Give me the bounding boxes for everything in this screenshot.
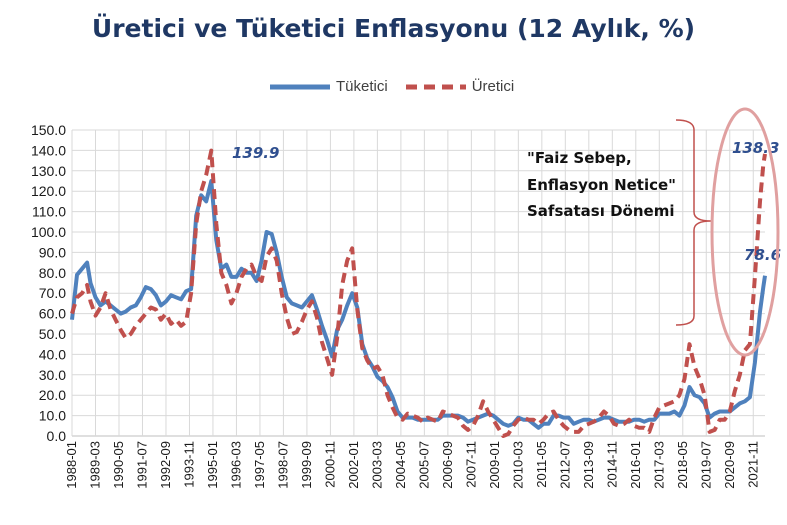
y-tick-label: 10.0 (39, 408, 66, 424)
x-tick-label: 2012-07 (557, 441, 572, 489)
y-tick-label: 110.0 (32, 204, 66, 220)
x-tick-label: 1993-11 (181, 441, 196, 488)
y-tick-label: 40.0 (39, 346, 66, 362)
legend-swatch-consumer (270, 84, 330, 89)
y-tick-label: 130.0 (31, 163, 66, 179)
x-tick-label: 1989-03 (87, 441, 102, 489)
y-tick-label: 100.0 (31, 224, 66, 240)
x-tick-label: 2018-05 (675, 441, 690, 489)
x-tick-label: 2003-03 (369, 441, 384, 489)
x-tick-label: 2019-07 (698, 441, 713, 489)
x-tick-label: 2007-11 (463, 441, 478, 488)
y-tick-label: 150.0 (31, 122, 66, 138)
y-tick-label: 140.0 (31, 142, 66, 158)
x-tick-label: 1990-05 (111, 441, 126, 489)
x-tick-label: 2011-05 (534, 441, 549, 488)
y-tick-label: 20.0 (39, 387, 66, 403)
y-tick-label: 30.0 (39, 367, 66, 383)
x-tick-label: 1995-01 (205, 441, 220, 489)
highlight-circle (710, 107, 780, 357)
y-tick-label: 50.0 (39, 326, 66, 342)
series-line-producer (70, 148, 767, 438)
annotation-consumer-latest: 78.6 (744, 246, 781, 264)
x-axis-ticks: 1988-01 1989-03 1990-05 1991-07 1992-09 1993-… (64, 441, 760, 489)
x-tick-label: 2013-09 (581, 441, 596, 489)
x-tick-label: 1998-07 (275, 441, 290, 489)
chart-legend: Tüketici Üretici (270, 78, 514, 95)
series-lines (70, 148, 767, 438)
x-tick-label: 2010-03 (510, 441, 525, 489)
annotations: 139.9 138.3 78.6 "Faiz Sebep, Enflasyon … (232, 107, 781, 357)
x-tick-label: 1991-07 (134, 441, 149, 489)
x-tick-label: 2017-03 (651, 441, 666, 489)
note-line-3: Safsatası Dönemi (527, 202, 674, 220)
annotation-peak-1995: 139.9 (232, 144, 279, 162)
legend-label-consumer: Tüketici (336, 78, 388, 95)
x-tick-label: 2002-01 (346, 441, 361, 489)
x-tick-label: 2021-11 (745, 441, 760, 488)
note-line-1: "Faiz Sebep, (527, 149, 632, 167)
legend-swatch-producer (405, 84, 466, 89)
y-tick-label: 60.0 (39, 306, 66, 322)
x-tick-label: 1988-01 (64, 441, 79, 489)
y-axis-ticks: 0.0 10.0 20.0 30.0 40.0 50.0 60.0 70.0 80.0 90.0 1… (31, 122, 66, 444)
legend-item-producer: Üretici (405, 78, 515, 95)
chart-title: Üretici ve Tüketici Enflasyonu (12 Aylık… (91, 14, 696, 43)
y-tick-label: 70.0 (39, 285, 66, 301)
y-tick-label: 90.0 (39, 244, 66, 260)
legend-item-consumer: Tüketici (270, 78, 388, 95)
x-tick-label: 2005-07 (416, 441, 431, 489)
x-tick-label: 1997-05 (252, 441, 267, 489)
x-tick-label: 2004-05 (393, 441, 408, 489)
x-tick-label: 2006-09 (440, 441, 455, 489)
note-line-2: Enflasyon Netice" (527, 176, 676, 194)
annotation-producer-latest: 138.3 (732, 139, 779, 157)
y-tick-label: 0.0 (47, 428, 67, 444)
legend-label-producer: Üretici (471, 78, 515, 95)
x-tick-label: 2016-01 (628, 441, 643, 489)
x-tick-label: 2009-01 (487, 441, 502, 489)
x-tick-label: 2014-11 (604, 441, 619, 488)
x-tick-label: 2020-09 (722, 441, 737, 489)
y-tick-label: 120.0 (31, 183, 66, 199)
x-tick-label: 1999-09 (299, 441, 314, 489)
y-tick-label: 80.0 (39, 265, 66, 281)
x-tick-label: 1992-09 (158, 441, 173, 489)
x-tick-label: 1996-03 (228, 441, 243, 489)
x-tick-label: 2000-11 (322, 441, 337, 488)
